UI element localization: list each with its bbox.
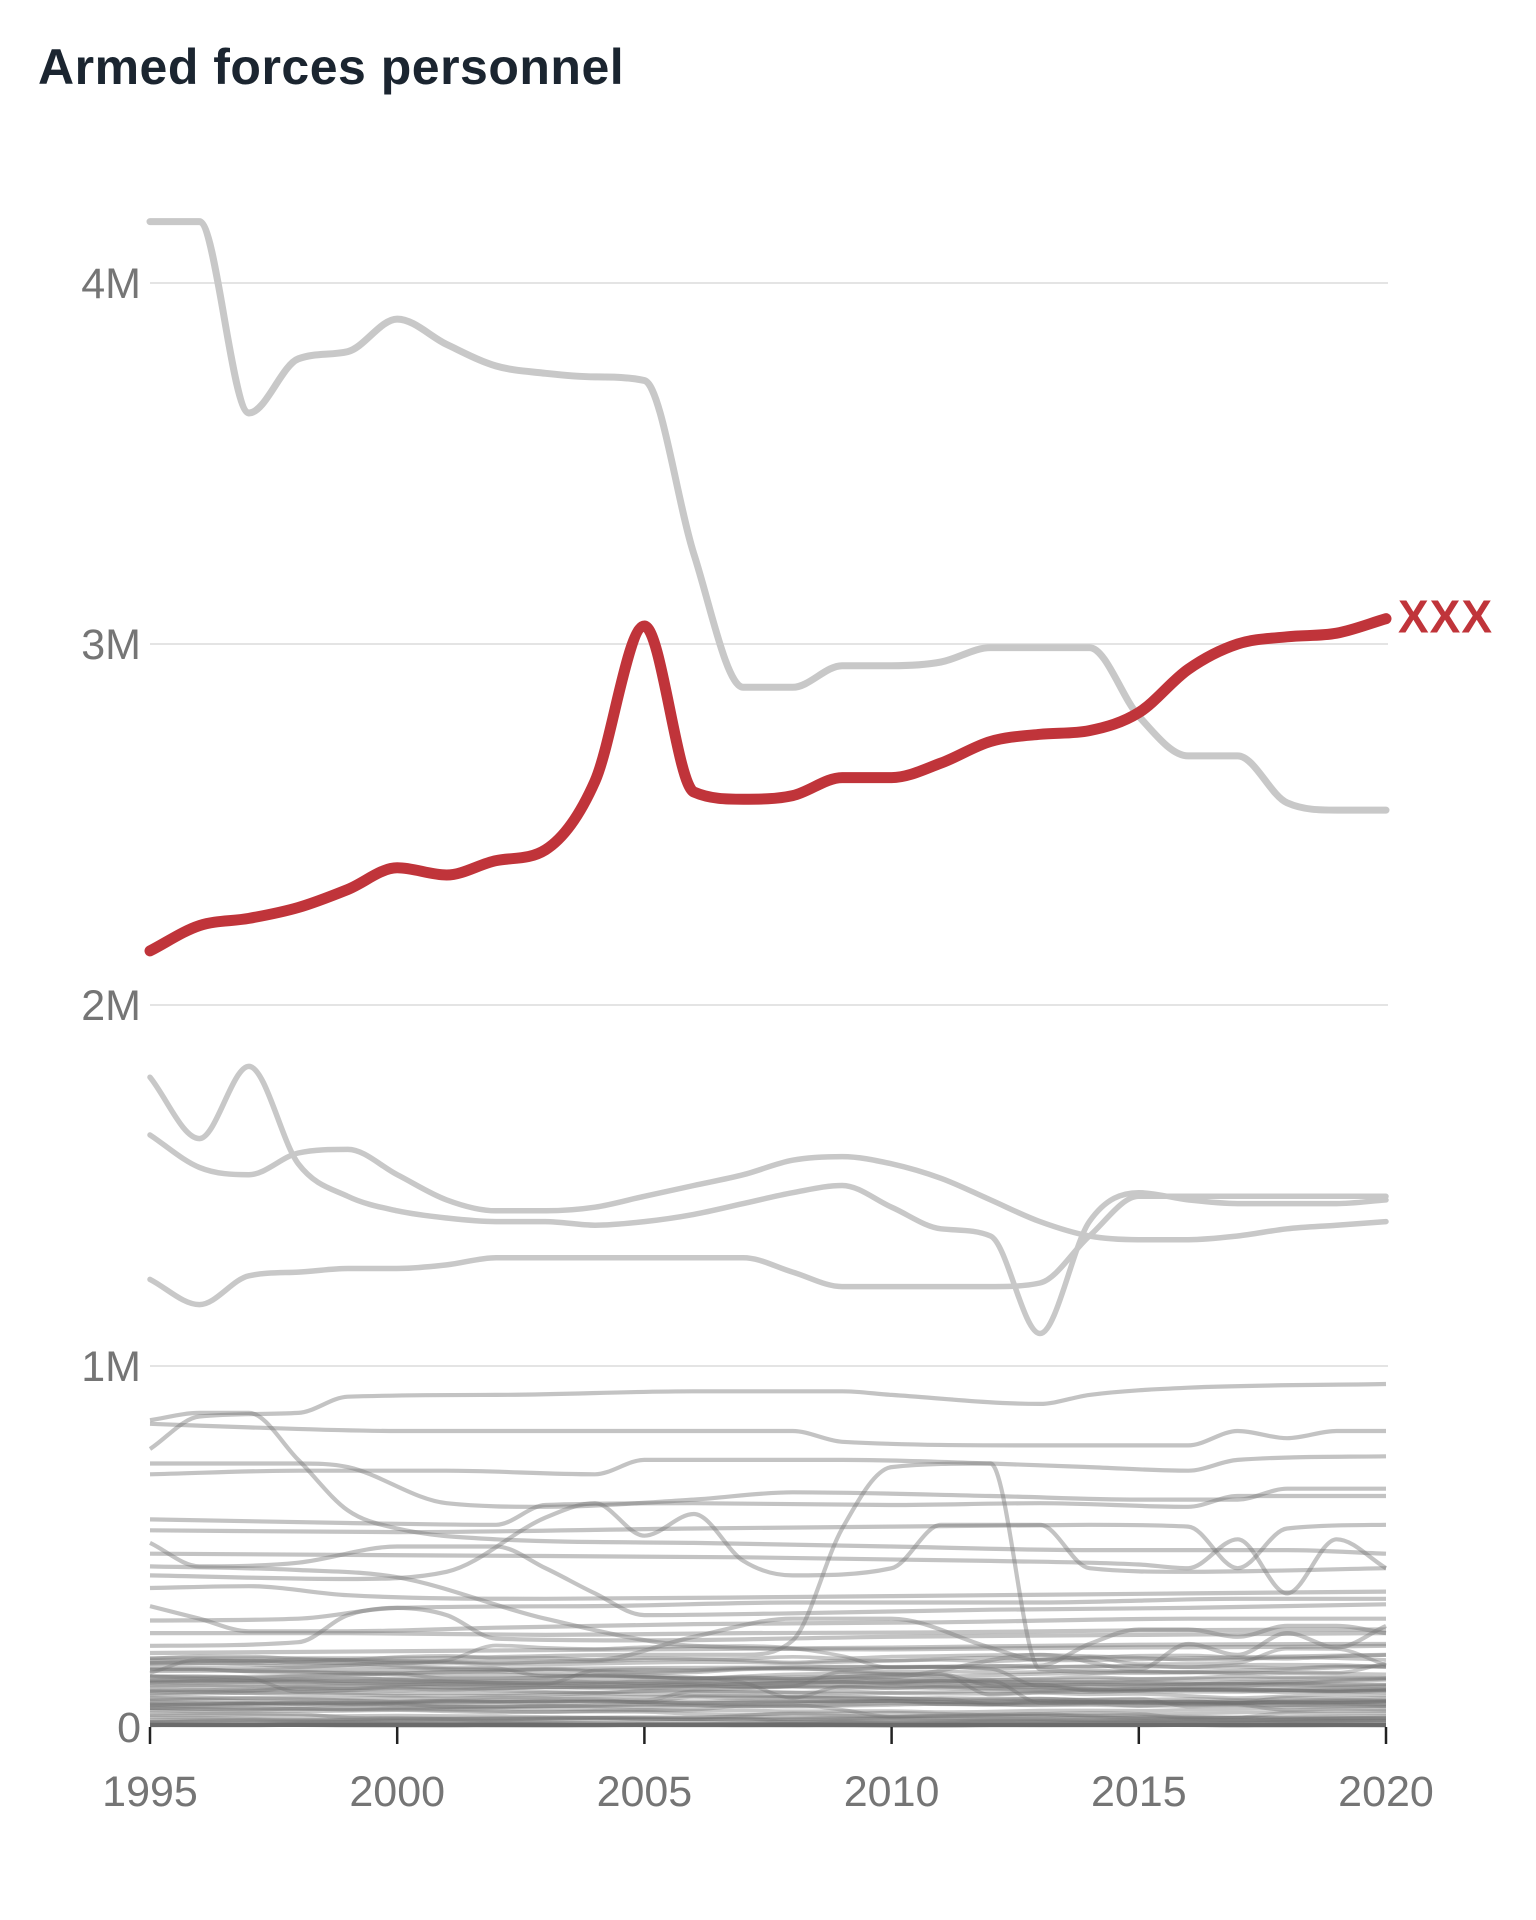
background-line (149, 1689, 1387, 1705)
background-line (149, 1703, 1387, 1720)
gray-line-15 (149, 1605, 1387, 1648)
dense-background-lines (149, 1643, 1387, 1728)
background-line (150, 1679, 1387, 1689)
background-line (149, 1715, 1387, 1724)
gray-line-19 (149, 1616, 1387, 1666)
background-line (149, 1694, 1387, 1703)
gray-line-12 (149, 1584, 1387, 1601)
background-line (149, 1709, 1387, 1722)
background-line (149, 1652, 1387, 1675)
background-line (149, 1667, 1387, 1681)
gray-line-10 (149, 1537, 1388, 1596)
background-line (149, 1669, 1387, 1700)
y-tick-label: 2M (81, 982, 141, 1030)
background-line (149, 1658, 1387, 1700)
gray-line-6 (150, 1461, 1386, 1509)
background-line (149, 1699, 1387, 1707)
background-line (149, 1653, 1387, 1665)
highlight-line (144, 613, 1392, 957)
background-line (149, 1708, 1387, 1720)
x-tick-label: 2010 (844, 1768, 940, 1816)
background-line (149, 1699, 1387, 1710)
gray-major-1 (146, 218, 1390, 814)
x-tick-label: 2000 (349, 1768, 445, 1816)
gray-line-7 (149, 1493, 1387, 1527)
chart-title: Armed forces personnel (38, 39, 625, 95)
background-line (149, 1676, 1387, 1686)
background-line (149, 1685, 1387, 1697)
background-line (149, 1710, 1387, 1720)
gray-line-18 (149, 1641, 1387, 1656)
x-axis-ticks (148, 1727, 1388, 1744)
x-tick-label: 2005 (597, 1768, 693, 1816)
background-line (149, 1696, 1387, 1709)
gray-major-4 (147, 1193, 1389, 1308)
major-gray-lines (146, 218, 1390, 1337)
gridlines (150, 282, 1388, 1367)
gray-major-3 (147, 1132, 1389, 1243)
x-axis-labels: 1995 2000 2005 2010 2015 2020 (102, 1768, 1434, 1816)
gray-line-8 (149, 1522, 1387, 1571)
background-line (149, 1674, 1387, 1686)
background-line (149, 1670, 1387, 1695)
background-line (149, 1711, 1387, 1723)
background-line (149, 1704, 1387, 1715)
x-tick-label: 2015 (1091, 1768, 1187, 1816)
gray-line-17 (149, 1564, 1387, 1652)
background-line (149, 1719, 1387, 1725)
background-line (149, 1715, 1387, 1724)
background-line (149, 1663, 1387, 1680)
gray-line-16 (150, 1627, 1387, 1637)
background-line (149, 1695, 1387, 1709)
background-line (149, 1661, 1387, 1686)
gray-line-4 (150, 1461, 1387, 1675)
gray-line-21 (149, 1623, 1387, 1683)
background-line (149, 1684, 1387, 1694)
highlight-series-label: XXX (1398, 591, 1493, 643)
background-line (149, 1646, 1387, 1670)
background-line (149, 1685, 1387, 1696)
background-line (149, 1667, 1387, 1712)
highlighted-series-line (144, 613, 1392, 957)
y-axis-labels: 4M 3M 2M 1M 0 (81, 260, 141, 1752)
gray-major-2 (147, 1063, 1389, 1337)
x-tick-label: 1995 (102, 1768, 198, 1816)
y-tick-label: 3M (81, 621, 141, 669)
background-line (149, 1698, 1387, 1712)
gray-line-14 (149, 1604, 1386, 1634)
background-line (150, 1687, 1387, 1704)
gray-line-1 (148, 1381, 1387, 1451)
gray-line-13 (149, 1596, 1386, 1623)
gray-line-20 (149, 1623, 1387, 1674)
gray-line-22 (149, 1676, 1387, 1688)
background-line (149, 1695, 1387, 1708)
y-tick-label: 0 (117, 1704, 141, 1752)
y-tick-label: 4M (81, 260, 141, 308)
background-line (149, 1643, 1387, 1671)
gray-line-3 (149, 1410, 1387, 1556)
background-line (149, 1682, 1387, 1694)
context-lines (148, 1381, 1388, 1688)
y-tick-label: 1M (81, 1343, 141, 1391)
background-line (149, 1698, 1387, 1708)
gray-line-9 (149, 1501, 1387, 1582)
gray-line-11 (149, 1541, 1387, 1618)
background-line (149, 1680, 1387, 1690)
background-line (149, 1661, 1387, 1689)
x-tick-label: 2020 (1338, 1768, 1434, 1816)
gray-line-5 (149, 1454, 1387, 1477)
gray-line-2 (149, 1421, 1386, 1448)
